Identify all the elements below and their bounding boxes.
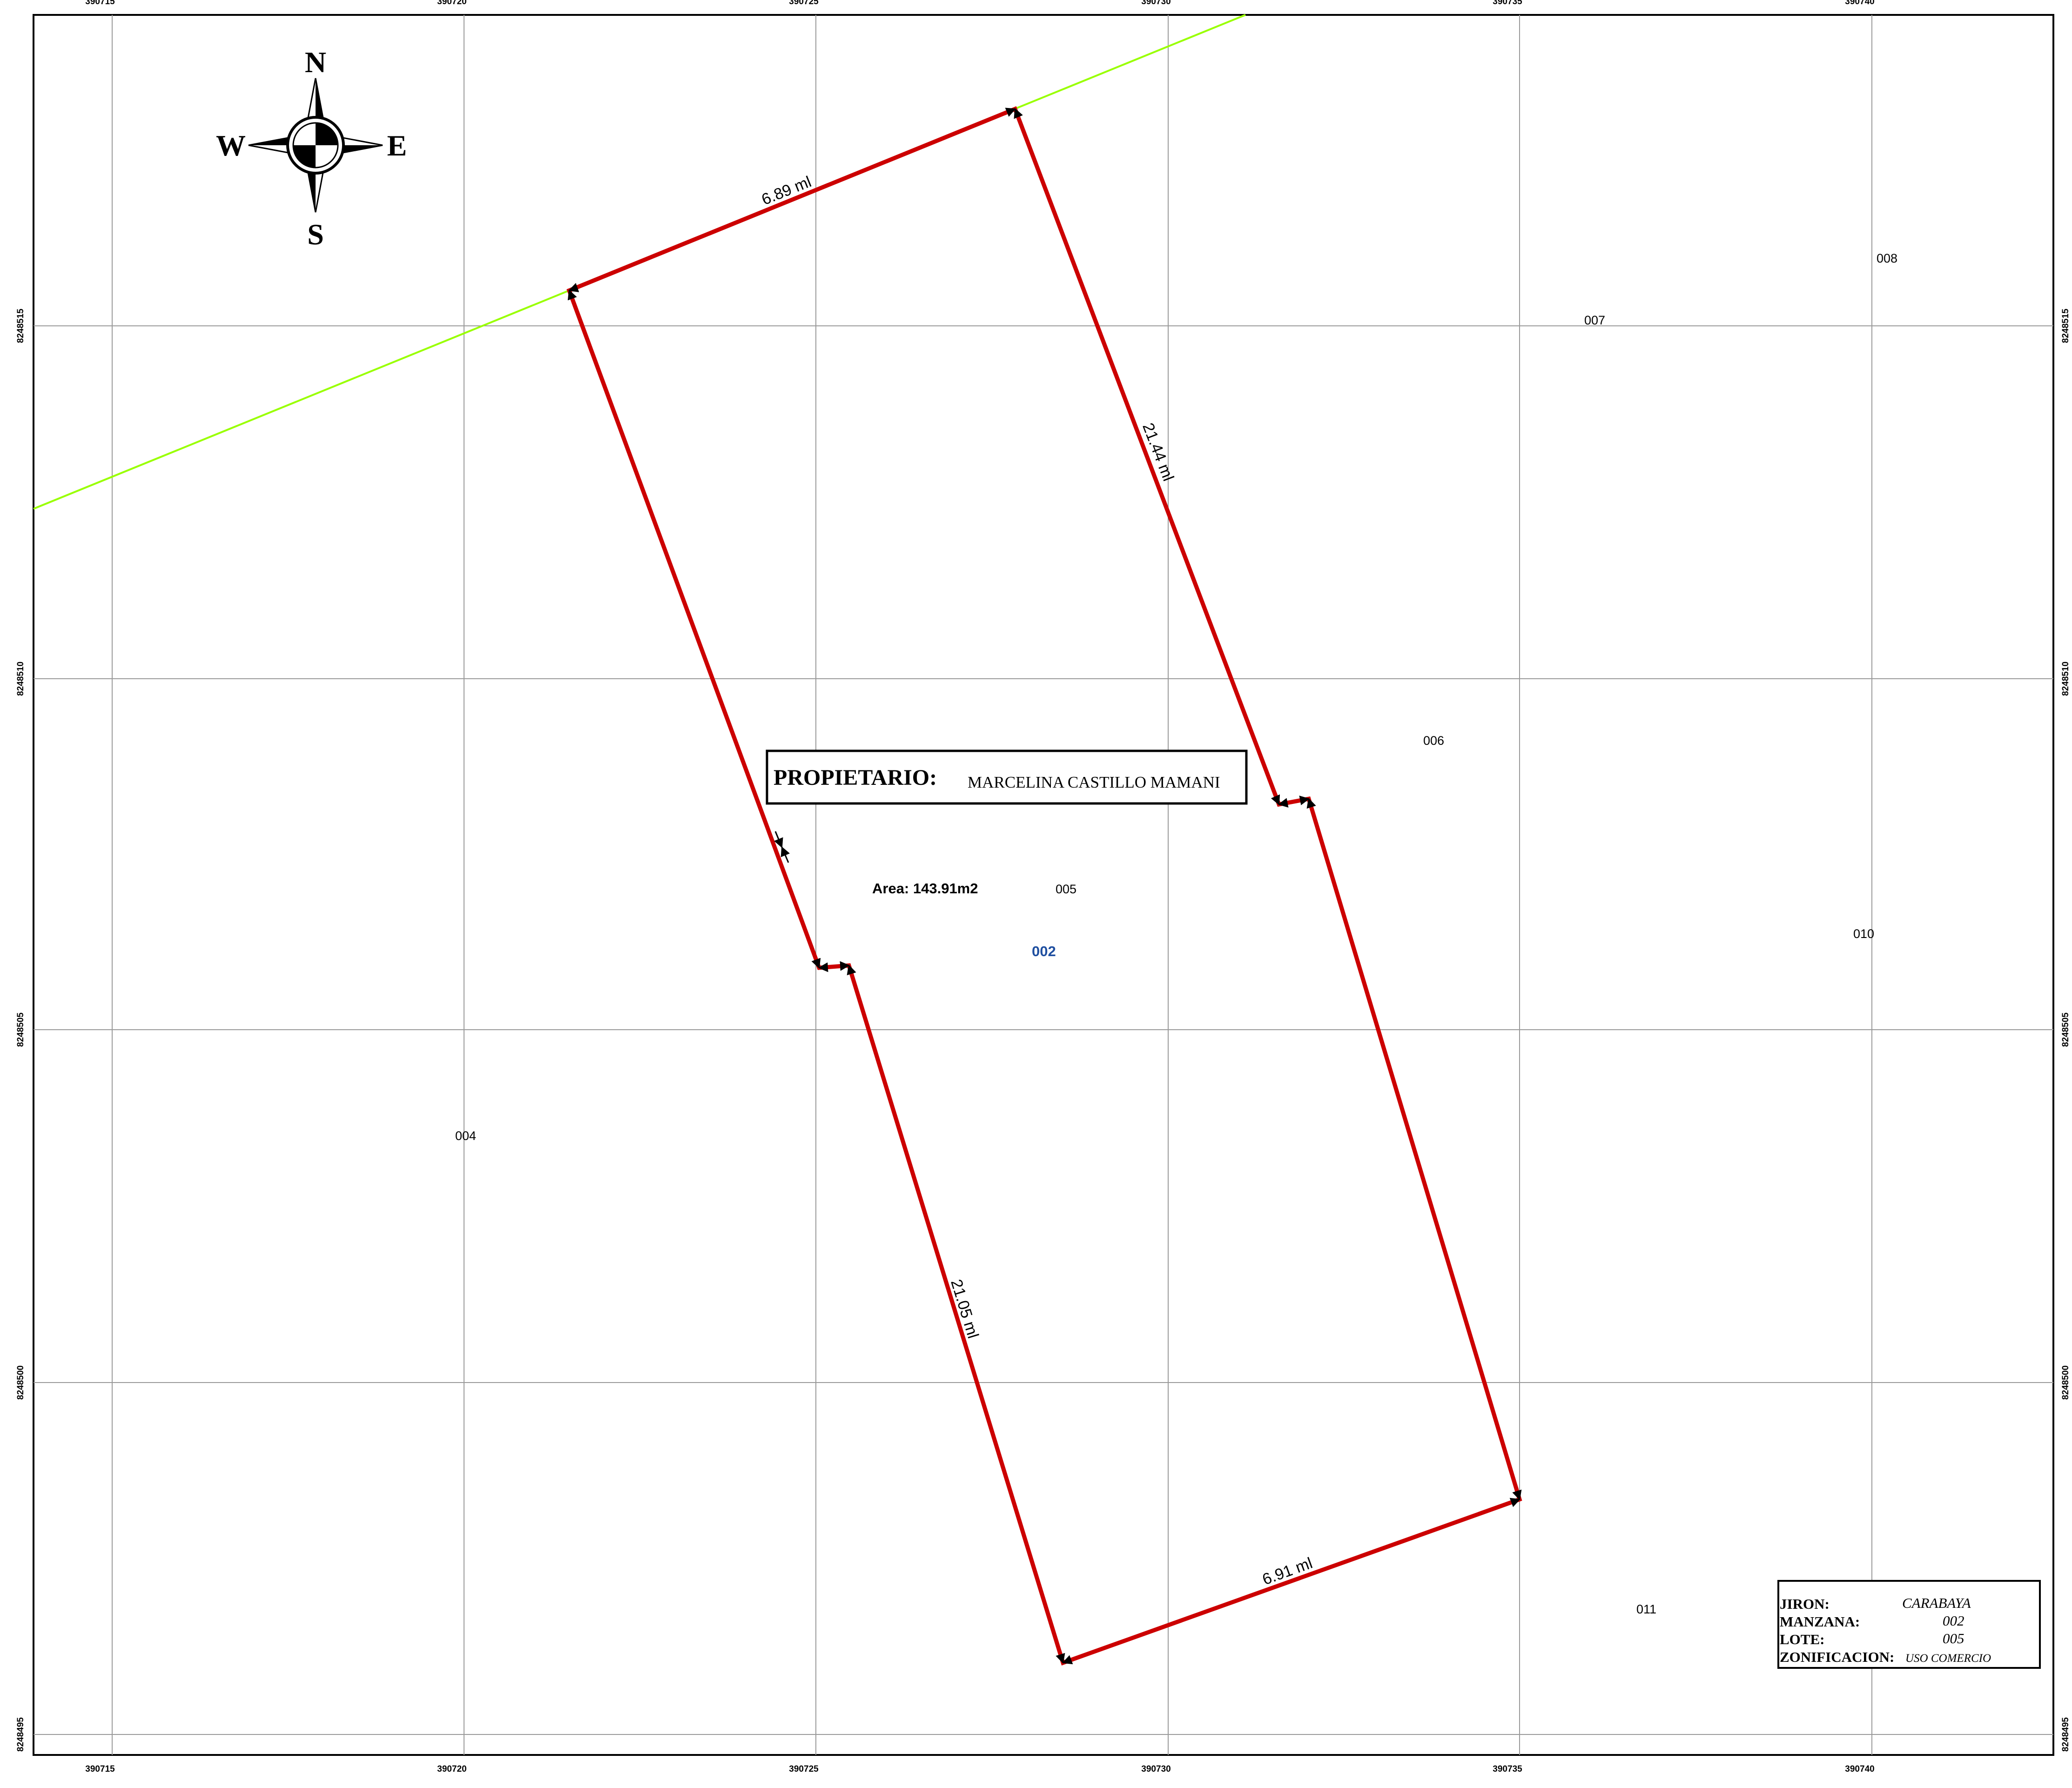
tick-right-8248515: 8248515: [2061, 309, 2071, 343]
tick-bottom-390735: 390735: [1493, 1764, 1522, 1774]
legend-lote-value: 005: [1943, 1630, 1964, 1646]
lot-label-008: 008: [1877, 251, 1897, 265]
tick-top-390715: 390715: [85, 0, 115, 7]
tick-top-390740: 390740: [1845, 0, 1874, 7]
area-label: Area: 143.91m2: [872, 880, 978, 897]
legend-manzana-label: MANZANA:: [1780, 1613, 1860, 1630]
tick-bottom-390740: 390740: [1845, 1764, 1874, 1774]
right-y-ticks: 8248515 8248510 8248505 8248500 8248495: [2061, 309, 2071, 1752]
tick-left-8248495: 8248495: [16, 1717, 26, 1752]
lot-label-004: 004: [455, 1129, 476, 1143]
legend-lote-label: LOTE:: [1780, 1631, 1824, 1647]
bottom-x-ticks: 390715 390720 390725 390730 390735 39074…: [85, 1764, 1874, 1774]
lot-label-011: 011: [1636, 1602, 1656, 1616]
legend-box: JIRON: CARABAYA MANZANA: 002 LOTE: 005 Z…: [1778, 1581, 2040, 1668]
tick-right-8248505: 8248505: [2061, 1012, 2071, 1047]
lot-label-005: 005: [1056, 882, 1076, 896]
compass-e-label: E: [387, 129, 407, 162]
lot-label-007: 007: [1584, 313, 1605, 327]
left-y-ticks: 8248515 8248510 8248505 8248500 8248495: [16, 309, 26, 1752]
tick-left-8248505: 8248505: [16, 1012, 26, 1047]
tick-right-8248495: 8248495: [2061, 1717, 2071, 1752]
compass-w-label: W: [216, 129, 246, 162]
tick-right-8248500: 8248500: [2061, 1365, 2071, 1400]
tick-top-390730: 390730: [1141, 0, 1171, 7]
owner-box: PROPIETARIO: MARCELINA CASTILLO MAMANI: [767, 751, 1246, 803]
tick-top-390735: 390735: [1493, 0, 1522, 7]
legend-manzana-value: 002: [1943, 1613, 1964, 1629]
tick-bottom-390725: 390725: [789, 1764, 819, 1774]
tick-top-390725: 390725: [789, 0, 819, 7]
tick-bottom-390730: 390730: [1141, 1764, 1171, 1774]
tick-top-390720: 390720: [437, 0, 466, 7]
vertex-arrow: [819, 967, 827, 968]
owner-name: MARCELINA CASTILLO MAMANI: [968, 773, 1220, 791]
vertex-arrow: [841, 965, 849, 966]
lot-label-006: 006: [1423, 734, 1444, 748]
tick-left-8248515: 8248515: [16, 309, 26, 343]
tick-right-8248510: 8248510: [2061, 661, 2071, 696]
legend-jiron-label: JIRON:: [1780, 1596, 1830, 1612]
map-frame: [34, 15, 2053, 1755]
legend-zonificacion-value: USO COMERCIO: [1905, 1652, 1991, 1665]
tick-bottom-390715: 390715: [85, 1764, 115, 1774]
tick-left-8248500: 8248500: [16, 1365, 26, 1400]
lot-label-010: 010: [1853, 927, 1874, 941]
legend-jiron-value: CARABAYA: [1902, 1595, 1971, 1611]
compass-s-label: S: [307, 218, 324, 251]
top-x-ticks: 390715 390720 390725 390730 390735 39074…: [85, 0, 1874, 7]
compass-n-label: N: [305, 46, 326, 79]
tick-left-8248510: 8248510: [16, 661, 26, 696]
legend-zonificacion-label: ZONIFICACION:: [1780, 1649, 1894, 1665]
block-label-002: 002: [1032, 943, 1056, 959]
tick-bottom-390720: 390720: [437, 1764, 466, 1774]
owner-label: PROPIETARIO:: [774, 765, 937, 790]
